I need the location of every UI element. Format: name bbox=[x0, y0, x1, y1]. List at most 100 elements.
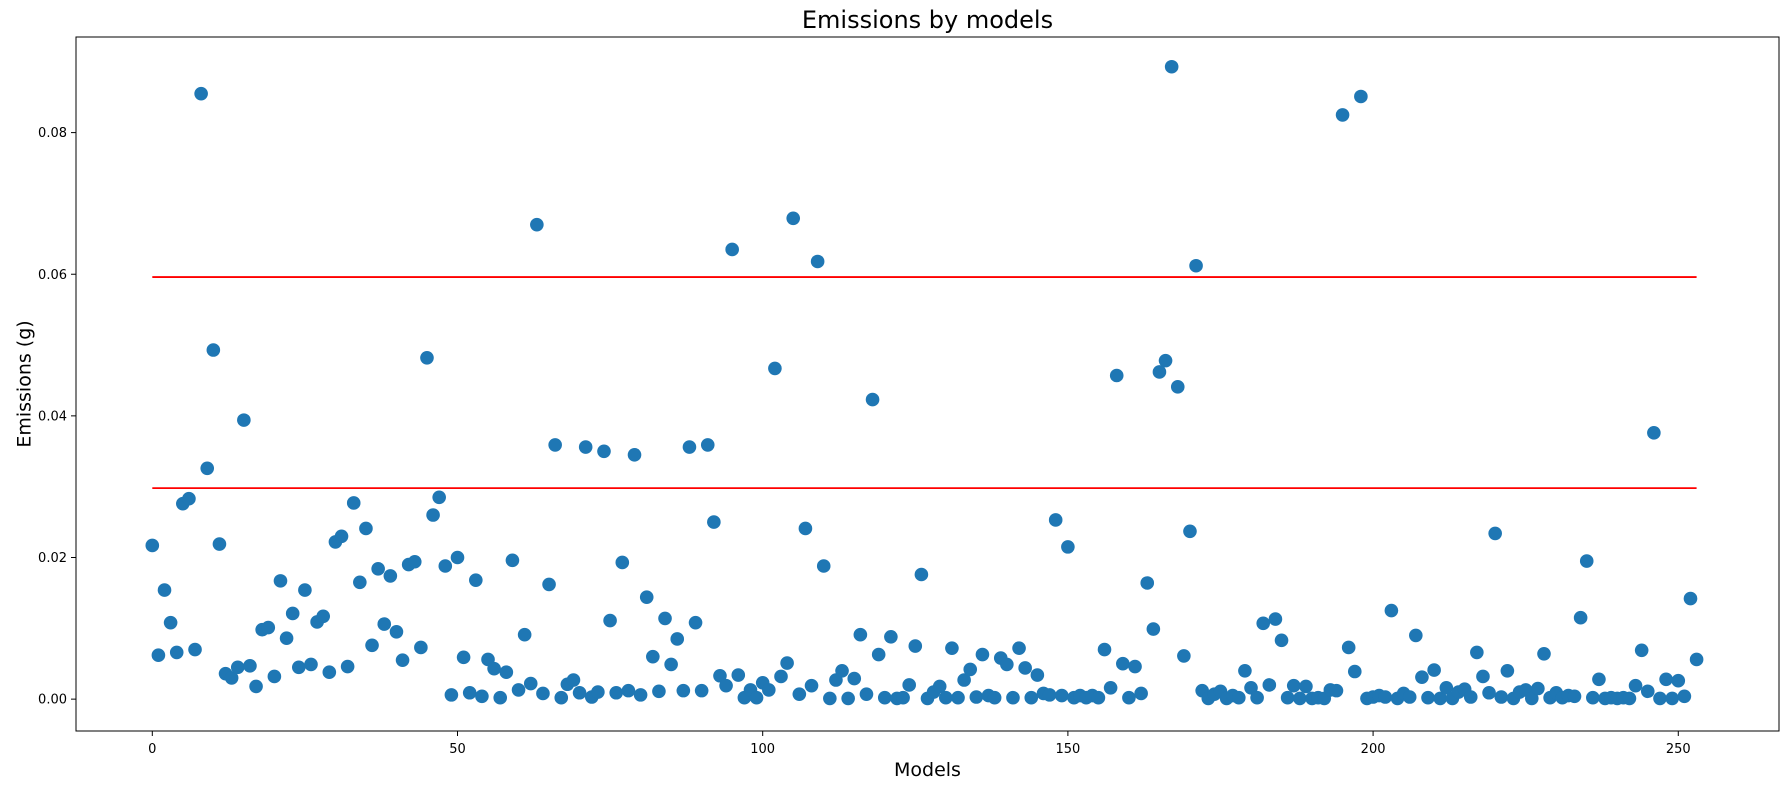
data-point bbox=[939, 690, 953, 705]
data-point bbox=[456, 650, 471, 665]
data-point bbox=[987, 690, 1002, 705]
y-tick-label: 0.08 bbox=[38, 126, 67, 141]
data-point bbox=[725, 242, 739, 257]
data-point bbox=[896, 690, 910, 705]
data-point bbox=[1286, 678, 1301, 693]
data-point bbox=[1097, 642, 1112, 657]
data-point bbox=[749, 690, 764, 705]
data-point bbox=[206, 343, 221, 357]
data-point bbox=[1158, 353, 1173, 368]
data-point bbox=[957, 673, 971, 687]
data-point bbox=[304, 657, 318, 672]
data-point bbox=[1091, 690, 1106, 705]
data-point bbox=[700, 438, 715, 452]
data-point bbox=[1427, 663, 1441, 677]
data-point bbox=[609, 685, 623, 700]
x-tick-label: 0 bbox=[148, 742, 156, 757]
data-point bbox=[859, 687, 874, 701]
data-point bbox=[1592, 672, 1606, 687]
data-point bbox=[1103, 681, 1118, 695]
data-point bbox=[1244, 681, 1258, 695]
data-point bbox=[676, 683, 691, 698]
data-point bbox=[823, 691, 837, 706]
data-point bbox=[1140, 576, 1155, 590]
axis-ticks: 0 50 100 150 200 250 0.00 0.02 0.04 0.06 0.08 bbox=[38, 126, 1691, 757]
data-point bbox=[346, 496, 361, 510]
data-point bbox=[1262, 678, 1277, 692]
data-point bbox=[664, 657, 678, 672]
data-point bbox=[1335, 108, 1350, 122]
data-point bbox=[1048, 513, 1063, 527]
data-point bbox=[1006, 690, 1020, 705]
data-point bbox=[182, 491, 196, 506]
data-point bbox=[499, 665, 514, 680]
data-point bbox=[426, 508, 440, 522]
data-point bbox=[267, 669, 282, 684]
data-point bbox=[646, 649, 660, 664]
data-point bbox=[951, 690, 965, 705]
data-point bbox=[407, 554, 422, 569]
data-point bbox=[1030, 668, 1045, 682]
data-point bbox=[383, 569, 398, 583]
data-point bbox=[249, 679, 263, 694]
data-point bbox=[1415, 670, 1429, 684]
data-point bbox=[298, 583, 312, 597]
data-point bbox=[450, 550, 465, 565]
data-point bbox=[389, 625, 404, 639]
data-point bbox=[1268, 612, 1283, 626]
data-point bbox=[1012, 641, 1026, 655]
y-tick-label: 0.04 bbox=[38, 409, 67, 424]
data-point bbox=[1061, 540, 1075, 554]
data-point bbox=[1354, 89, 1368, 104]
data-point bbox=[1494, 690, 1509, 704]
data-point bbox=[597, 444, 611, 459]
data-point bbox=[353, 575, 367, 590]
data-point bbox=[469, 573, 483, 587]
data-point bbox=[291, 660, 306, 675]
data-point bbox=[914, 567, 929, 582]
data-point bbox=[1470, 645, 1484, 660]
data-point bbox=[841, 691, 855, 706]
data-point bbox=[200, 461, 215, 476]
reference-lines bbox=[152, 276, 1697, 490]
data-point bbox=[810, 254, 825, 269]
data-point bbox=[1634, 643, 1649, 658]
data-point bbox=[1476, 669, 1490, 684]
data-point bbox=[188, 642, 202, 657]
data-point bbox=[963, 662, 978, 677]
data-point bbox=[1189, 258, 1203, 273]
data-point bbox=[530, 217, 544, 232]
data-point bbox=[273, 574, 288, 588]
data-point bbox=[316, 609, 331, 624]
data-point bbox=[1689, 652, 1704, 667]
data-point bbox=[1647, 426, 1661, 440]
y-tick-label: 0.06 bbox=[38, 268, 67, 283]
data-point bbox=[536, 686, 550, 701]
data-point bbox=[1640, 684, 1655, 699]
data-point bbox=[865, 392, 880, 407]
data-point bbox=[1341, 640, 1356, 655]
data-point bbox=[1421, 690, 1435, 705]
data-points bbox=[145, 59, 1704, 706]
x-tick-label: 100 bbox=[750, 742, 775, 757]
data-point bbox=[639, 590, 654, 604]
data-point bbox=[694, 683, 709, 698]
data-point bbox=[359, 521, 373, 536]
data-point bbox=[572, 685, 587, 700]
data-point bbox=[1293, 691, 1307, 706]
data-point bbox=[169, 645, 184, 660]
data-point bbox=[774, 669, 788, 684]
data-point bbox=[1579, 554, 1594, 568]
data-point bbox=[1054, 688, 1069, 703]
data-point bbox=[1000, 657, 1014, 672]
data-point bbox=[377, 617, 392, 631]
data-point bbox=[786, 211, 801, 226]
data-point bbox=[902, 678, 916, 692]
data-point bbox=[670, 632, 685, 646]
data-point bbox=[621, 683, 636, 698]
data-point bbox=[908, 639, 923, 653]
data-point bbox=[1677, 689, 1692, 704]
data-point bbox=[1586, 690, 1600, 705]
